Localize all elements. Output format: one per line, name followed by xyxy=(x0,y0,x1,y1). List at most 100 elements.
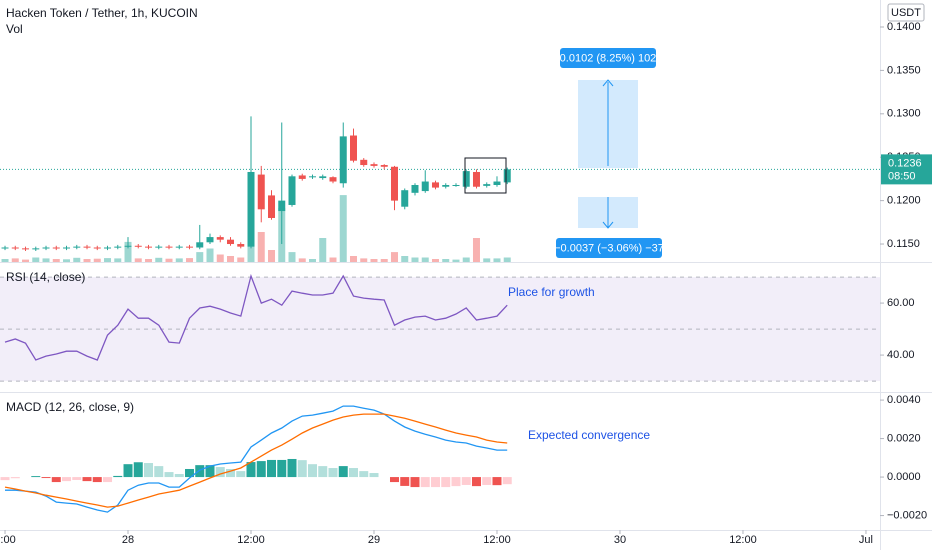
histogram-bar xyxy=(277,459,287,478)
volume-bar xyxy=(339,195,347,262)
histogram-bar xyxy=(307,464,317,478)
volume-bar xyxy=(216,254,224,262)
candle-body xyxy=(360,159,368,166)
histogram-bar xyxy=(51,477,61,483)
histogram-bar xyxy=(72,477,82,480)
candle-body xyxy=(11,247,19,249)
histogram-bar xyxy=(482,477,492,485)
histogram-bar xyxy=(461,477,471,485)
candle-body xyxy=(227,239,235,245)
histogram-bar xyxy=(123,464,133,478)
candle-body xyxy=(329,177,337,182)
candle-body xyxy=(206,237,214,243)
histogram-bar xyxy=(492,477,502,486)
plot-layer: 0.11500.12000.12500.13000.13500.14000.12… xyxy=(0,21,932,546)
volume-bar xyxy=(104,258,112,262)
volume-bar xyxy=(206,248,214,262)
histogram-bar xyxy=(82,477,92,482)
volume-bar xyxy=(360,258,368,262)
histogram-bar xyxy=(236,471,246,478)
candle-body xyxy=(1,247,9,249)
histogram-bar xyxy=(297,460,307,478)
volume-bar xyxy=(472,238,480,262)
histogram-bar xyxy=(31,476,41,478)
volume-bar xyxy=(452,259,460,262)
y-tick-label: 0.0000 xyxy=(887,471,921,483)
candle-body xyxy=(114,246,122,248)
volume-bar xyxy=(227,256,235,262)
volume-bar xyxy=(134,258,142,262)
candle-body xyxy=(493,181,501,185)
candle-body xyxy=(42,247,50,249)
histogram-bar xyxy=(226,468,236,478)
y-tick-label: 0.0020 xyxy=(887,432,921,444)
histogram-bar xyxy=(41,477,51,479)
candle-body xyxy=(83,246,91,248)
candle-body xyxy=(196,242,204,248)
macd-line xyxy=(5,405,508,513)
volume-bar xyxy=(308,259,316,262)
candle-body xyxy=(483,184,491,186)
volume-bar xyxy=(329,257,337,262)
volume-bar xyxy=(155,257,163,262)
histogram-bar xyxy=(154,466,164,478)
volume-bar xyxy=(462,257,470,262)
volume-bar xyxy=(319,238,327,262)
candle-body xyxy=(370,164,378,166)
histogram-bar xyxy=(359,471,369,478)
volume-bar xyxy=(268,250,276,262)
histogram-bar xyxy=(389,477,399,483)
measure-down-label: −0.0037 (−3.06%) −37 xyxy=(554,242,664,254)
x-tick-label: 28 xyxy=(122,534,134,546)
candle-body xyxy=(165,246,173,248)
volume-bar xyxy=(431,259,439,262)
signal-line xyxy=(4,413,508,508)
histogram-bar xyxy=(113,475,123,478)
histogram-bar xyxy=(287,458,297,478)
candle-body xyxy=(421,181,429,192)
x-tick-label: Jul xyxy=(859,534,873,546)
rsi-line xyxy=(4,273,508,361)
measure-up-label: 0.0102 (8.25%) 102 xyxy=(560,52,657,64)
histogram-bar xyxy=(369,473,379,478)
candle-body xyxy=(124,245,132,247)
volume-bar xyxy=(93,258,101,262)
y-tick-label: 0.1400 xyxy=(887,21,921,33)
candle-body xyxy=(32,248,40,250)
x-tick-label: 2:00 xyxy=(0,534,16,546)
candle-body xyxy=(22,248,30,250)
volume-bar xyxy=(390,252,398,262)
histogram-bar xyxy=(318,466,328,478)
volume-bar xyxy=(32,257,40,262)
histogram-bar xyxy=(185,468,195,478)
histogram-bar xyxy=(246,462,256,478)
histogram-bar xyxy=(502,477,512,485)
volume-bar xyxy=(11,258,19,262)
y-tick-label: 0.1300 xyxy=(887,108,921,120)
volume-bar xyxy=(503,257,511,262)
y-tick-label: 0.1350 xyxy=(887,64,921,76)
candle-body xyxy=(93,247,101,249)
histogram-bar xyxy=(174,473,184,478)
candle-body xyxy=(319,176,327,179)
volume-bar xyxy=(114,258,122,262)
volume-bar xyxy=(1,259,9,262)
candle-body xyxy=(308,176,316,178)
candle-body xyxy=(278,200,286,212)
candle-body xyxy=(216,237,224,240)
y-tick-label: −0.0020 xyxy=(887,509,927,521)
volume-bar xyxy=(421,257,429,262)
volume-bar xyxy=(380,259,388,262)
candle-body xyxy=(411,184,419,193)
candle-body xyxy=(349,135,357,161)
y-tick-label: 0.0040 xyxy=(887,394,921,406)
y-tick-label: 40.00 xyxy=(887,349,915,361)
candle-body xyxy=(73,246,81,248)
chart-title: Hacken Token / Tether, 1h, KUCOIN xyxy=(6,6,198,20)
x-tick-label: 29 xyxy=(368,534,380,546)
volume-bar xyxy=(186,258,194,262)
currency-box[interactable] xyxy=(887,3,925,22)
volume-bar xyxy=(349,256,357,262)
histogram-bar xyxy=(420,477,430,488)
x-tick-label: 12:00 xyxy=(237,534,265,546)
